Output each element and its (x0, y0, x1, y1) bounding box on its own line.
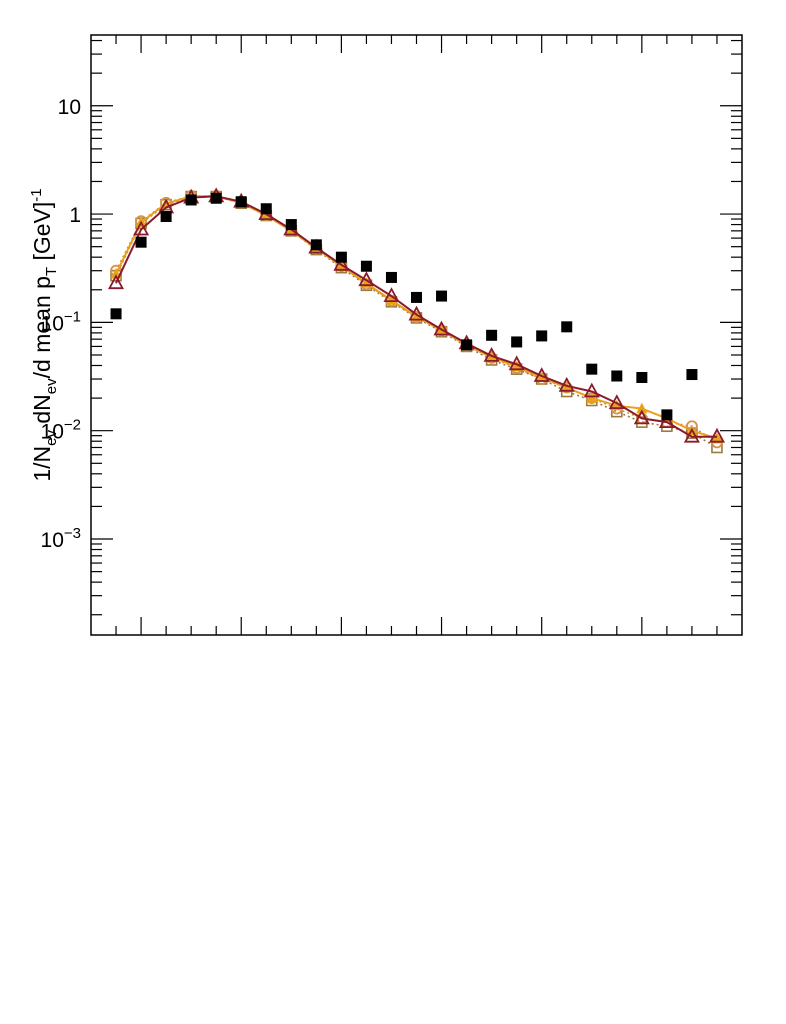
data-point-square (636, 371, 648, 383)
data-point-square (511, 336, 523, 348)
data-point-square (210, 192, 222, 204)
data-point-triangle (636, 402, 648, 414)
data-point-square (411, 291, 422, 303)
data-point-square (310, 239, 322, 251)
data-point-triangle-open (508, 355, 525, 371)
data-point-triangle-open (383, 287, 400, 303)
data-point-square (110, 308, 122, 320)
data-point-triangle-open (107, 274, 125, 290)
data-point-square (385, 271, 397, 283)
y-axis-title-part-b: dN (29, 394, 55, 430)
data-point-triangle-open (358, 271, 375, 287)
data-point-triangle (411, 310, 422, 322)
data-point-square (235, 196, 247, 208)
y-tick-labels: 10 1 10−1 10−2 10−3 (41, 96, 81, 552)
series-square-filled (110, 192, 698, 421)
data-point-triangle-open (658, 413, 675, 429)
y-axis-title-part-c: /d mean p (29, 276, 55, 378)
y-axis-title-sub-a: ev (43, 430, 60, 446)
data-point-triangle-open (433, 320, 450, 336)
y-tick-label: 1 (69, 204, 81, 227)
data-point-triangle-open (558, 376, 575, 392)
y-axis-title-sub-c: T (43, 267, 60, 276)
y-axis-title-part-d: [GeV] (29, 202, 55, 267)
data-point-triangle-open (533, 367, 550, 382)
data-point-square (160, 210, 172, 222)
data-point-triangle-open (583, 382, 600, 398)
y-axis-title-sub-b: ev (43, 378, 60, 394)
y-axis-title-part-a: 1/N (29, 446, 55, 482)
data-point-square (536, 330, 548, 342)
data-point-square (461, 339, 473, 351)
data-point-square (360, 260, 372, 272)
data-point-triangle-open (633, 409, 650, 425)
y-tick-label: 10 (58, 96, 81, 119)
data-point-square (586, 363, 598, 375)
data-point-square (285, 219, 297, 231)
data-point-triangle (386, 294, 397, 305)
axis-ticks (91, 35, 742, 635)
data-point-triangle-open (683, 427, 700, 443)
y-tick-label: 10−2 (41, 417, 81, 444)
data-point-triangle-open (133, 220, 150, 236)
data-point-square (335, 251, 347, 263)
data-point-square (561, 321, 573, 333)
y-tick-label: 10−3 (41, 525, 81, 552)
data-point-square (260, 203, 272, 215)
data-point-triangle-open (408, 305, 425, 321)
data-point-square (436, 290, 448, 302)
data-point-square (661, 409, 673, 421)
data-point-square (611, 370, 623, 382)
series-layer (107, 187, 726, 454)
data-point-triangle-open (483, 347, 500, 362)
y-axis-title: 1/Nev dNev/d mean pT [GeV]-1 (28, 188, 60, 481)
data-point-square (185, 194, 197, 206)
y-tick-label: 10−1 (41, 308, 81, 335)
plot-frame (90, 34, 743, 636)
data-point-triangle-open (333, 255, 350, 271)
data-point-square (135, 236, 147, 248)
data-point-square (486, 329, 498, 341)
data-point-square (686, 369, 698, 381)
data-point-triangle-open (608, 394, 625, 410)
data-point-triangle (561, 381, 573, 393)
data-point-triangle-open (708, 427, 726, 443)
y-axis-title-sup-d: -1 (28, 188, 45, 201)
